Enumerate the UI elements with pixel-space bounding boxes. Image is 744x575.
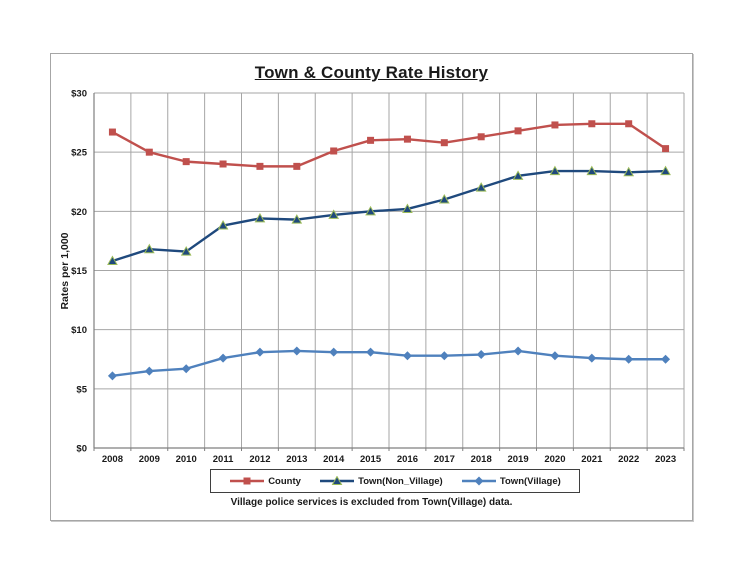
square-marker-icon [145, 148, 153, 156]
series-Town(Village) [107, 346, 671, 381]
y-tick-label: $25 [71, 148, 88, 159]
y-tick-label: $10 [71, 325, 87, 336]
x-tick-label: 2021 [581, 454, 603, 465]
x-tick-label: 2019 [507, 454, 528, 465]
series-Town(Non_Village) [107, 165, 671, 266]
triangle-marker-icon [254, 212, 266, 223]
diamond-marker-icon [144, 366, 154, 376]
chart-frame: $0 $5 $10 $15 $20 $25 $30 2008 2009 2010 2011 2012 2… [50, 53, 693, 521]
x-tick-label: 2012 [249, 454, 270, 465]
triangle-marker-icon [623, 166, 635, 177]
triangle-marker-icon [402, 203, 413, 213]
x-tick-label: 2011 [213, 454, 234, 465]
square-marker-icon [440, 139, 448, 147]
gridlines [93, 92, 685, 449]
series-County [108, 120, 670, 170]
legend-label-town-non-village: Town(Non_Village) [358, 475, 443, 487]
square-marker-icon [219, 160, 227, 168]
square-marker-icon [243, 477, 251, 485]
legend-swatch-town-non-village-icon [320, 476, 355, 485]
x-tick-label: 2023 [655, 454, 676, 465]
legend-swatch-town-village-icon [461, 476, 496, 486]
triangle-marker-icon [549, 165, 561, 176]
x-tick-label: 2008 [102, 454, 123, 465]
triangle-marker-icon [291, 214, 303, 224]
legend: County Town(Non_Village) Town(Village) [210, 469, 580, 493]
square-marker-icon [256, 162, 264, 170]
triangle-marker-icon [365, 205, 376, 216]
diamond-marker-icon [329, 347, 339, 357]
y-tick-label: $30 [71, 89, 87, 100]
legend-item-town-non-village: Town(Non_Village) [319, 476, 443, 487]
diamond-marker-icon [550, 351, 560, 361]
triangle-marker-icon [328, 209, 340, 219]
square-marker-icon [108, 128, 116, 136]
y-tick-label: $20 [71, 207, 87, 218]
triangle-marker-icon [586, 165, 598, 176]
diamond-marker-icon [218, 353, 228, 363]
diamond-marker-icon [366, 347, 376, 357]
chart-canvas: $0 $5 $10 $15 $20 $25 $30 2008 2009 2010 2011 2012 2… [71, 89, 685, 466]
diamond-marker-icon [439, 351, 449, 361]
square-marker-icon [182, 158, 190, 166]
square-marker-icon [662, 145, 670, 153]
triangle-marker-icon [438, 193, 450, 204]
x-tick-label: 2015 [360, 454, 382, 465]
square-marker-icon [625, 120, 633, 128]
triangle-marker-icon [660, 165, 671, 176]
diamond-marker-icon [587, 353, 597, 363]
legend-item-county: County [229, 476, 301, 487]
square-marker-icon [551, 121, 559, 129]
triangle-marker-icon [475, 182, 487, 192]
triangle-marker-icon [512, 170, 524, 180]
x-tick-label: 2014 [323, 454, 345, 465]
diamond-marker-icon [474, 476, 484, 486]
legend-swatch-county-icon [230, 477, 265, 485]
square-marker-icon [293, 162, 301, 170]
series [107, 120, 671, 381]
diamond-marker-icon [513, 346, 523, 356]
y-axis-title: Rates per 1,000 [59, 232, 71, 310]
x-tick-label: 2020 [544, 454, 565, 465]
square-marker-icon [367, 136, 375, 144]
square-marker-icon [403, 135, 411, 143]
diamond-marker-icon [292, 346, 302, 356]
y-tick-label: $15 [71, 266, 88, 277]
x-tick-label: 2018 [471, 454, 492, 465]
triangle-marker-icon [180, 246, 192, 256]
diamond-marker-icon [107, 371, 117, 381]
square-marker-icon [588, 120, 596, 128]
x-tick-label: 2022 [618, 454, 639, 465]
x-tick-label: 2017 [434, 454, 455, 465]
square-marker-icon [330, 147, 338, 155]
chart-title: Town & County Rate History [254, 63, 489, 82]
diamond-marker-icon [624, 354, 634, 364]
triangle-marker-icon [331, 476, 343, 485]
chart-footnote: Village police services is excluded from… [230, 497, 513, 508]
y-tick-label: $5 [76, 384, 87, 395]
diamond-marker-icon [181, 364, 191, 374]
x-tick-label: 2013 [286, 454, 307, 465]
diamond-marker-icon [661, 354, 671, 364]
axes [93, 93, 685, 451]
square-marker-icon [477, 133, 485, 141]
triangle-marker-icon [107, 255, 118, 266]
diamond-marker-icon [255, 347, 265, 357]
diamond-marker-icon [476, 350, 486, 360]
square-marker-icon [514, 127, 522, 135]
y-tick-label: $0 [76, 444, 87, 455]
legend-item-town-village: Town(Village) [461, 476, 561, 487]
x-tick-label: 2010 [176, 454, 197, 465]
triangle-marker-icon [143, 243, 155, 254]
legend-label-town-village: Town(Village) [499, 475, 561, 487]
legend-label-county: County [268, 475, 301, 487]
x-tick-label: 2009 [139, 454, 160, 465]
axis-labels: $0 $5 $10 $15 $20 $25 $30 2008 2009 2010 2011 2012 2… [71, 89, 676, 466]
x-tick-label: 2016 [397, 454, 418, 465]
diamond-marker-icon [402, 351, 412, 361]
triangle-marker-icon [217, 220, 229, 230]
